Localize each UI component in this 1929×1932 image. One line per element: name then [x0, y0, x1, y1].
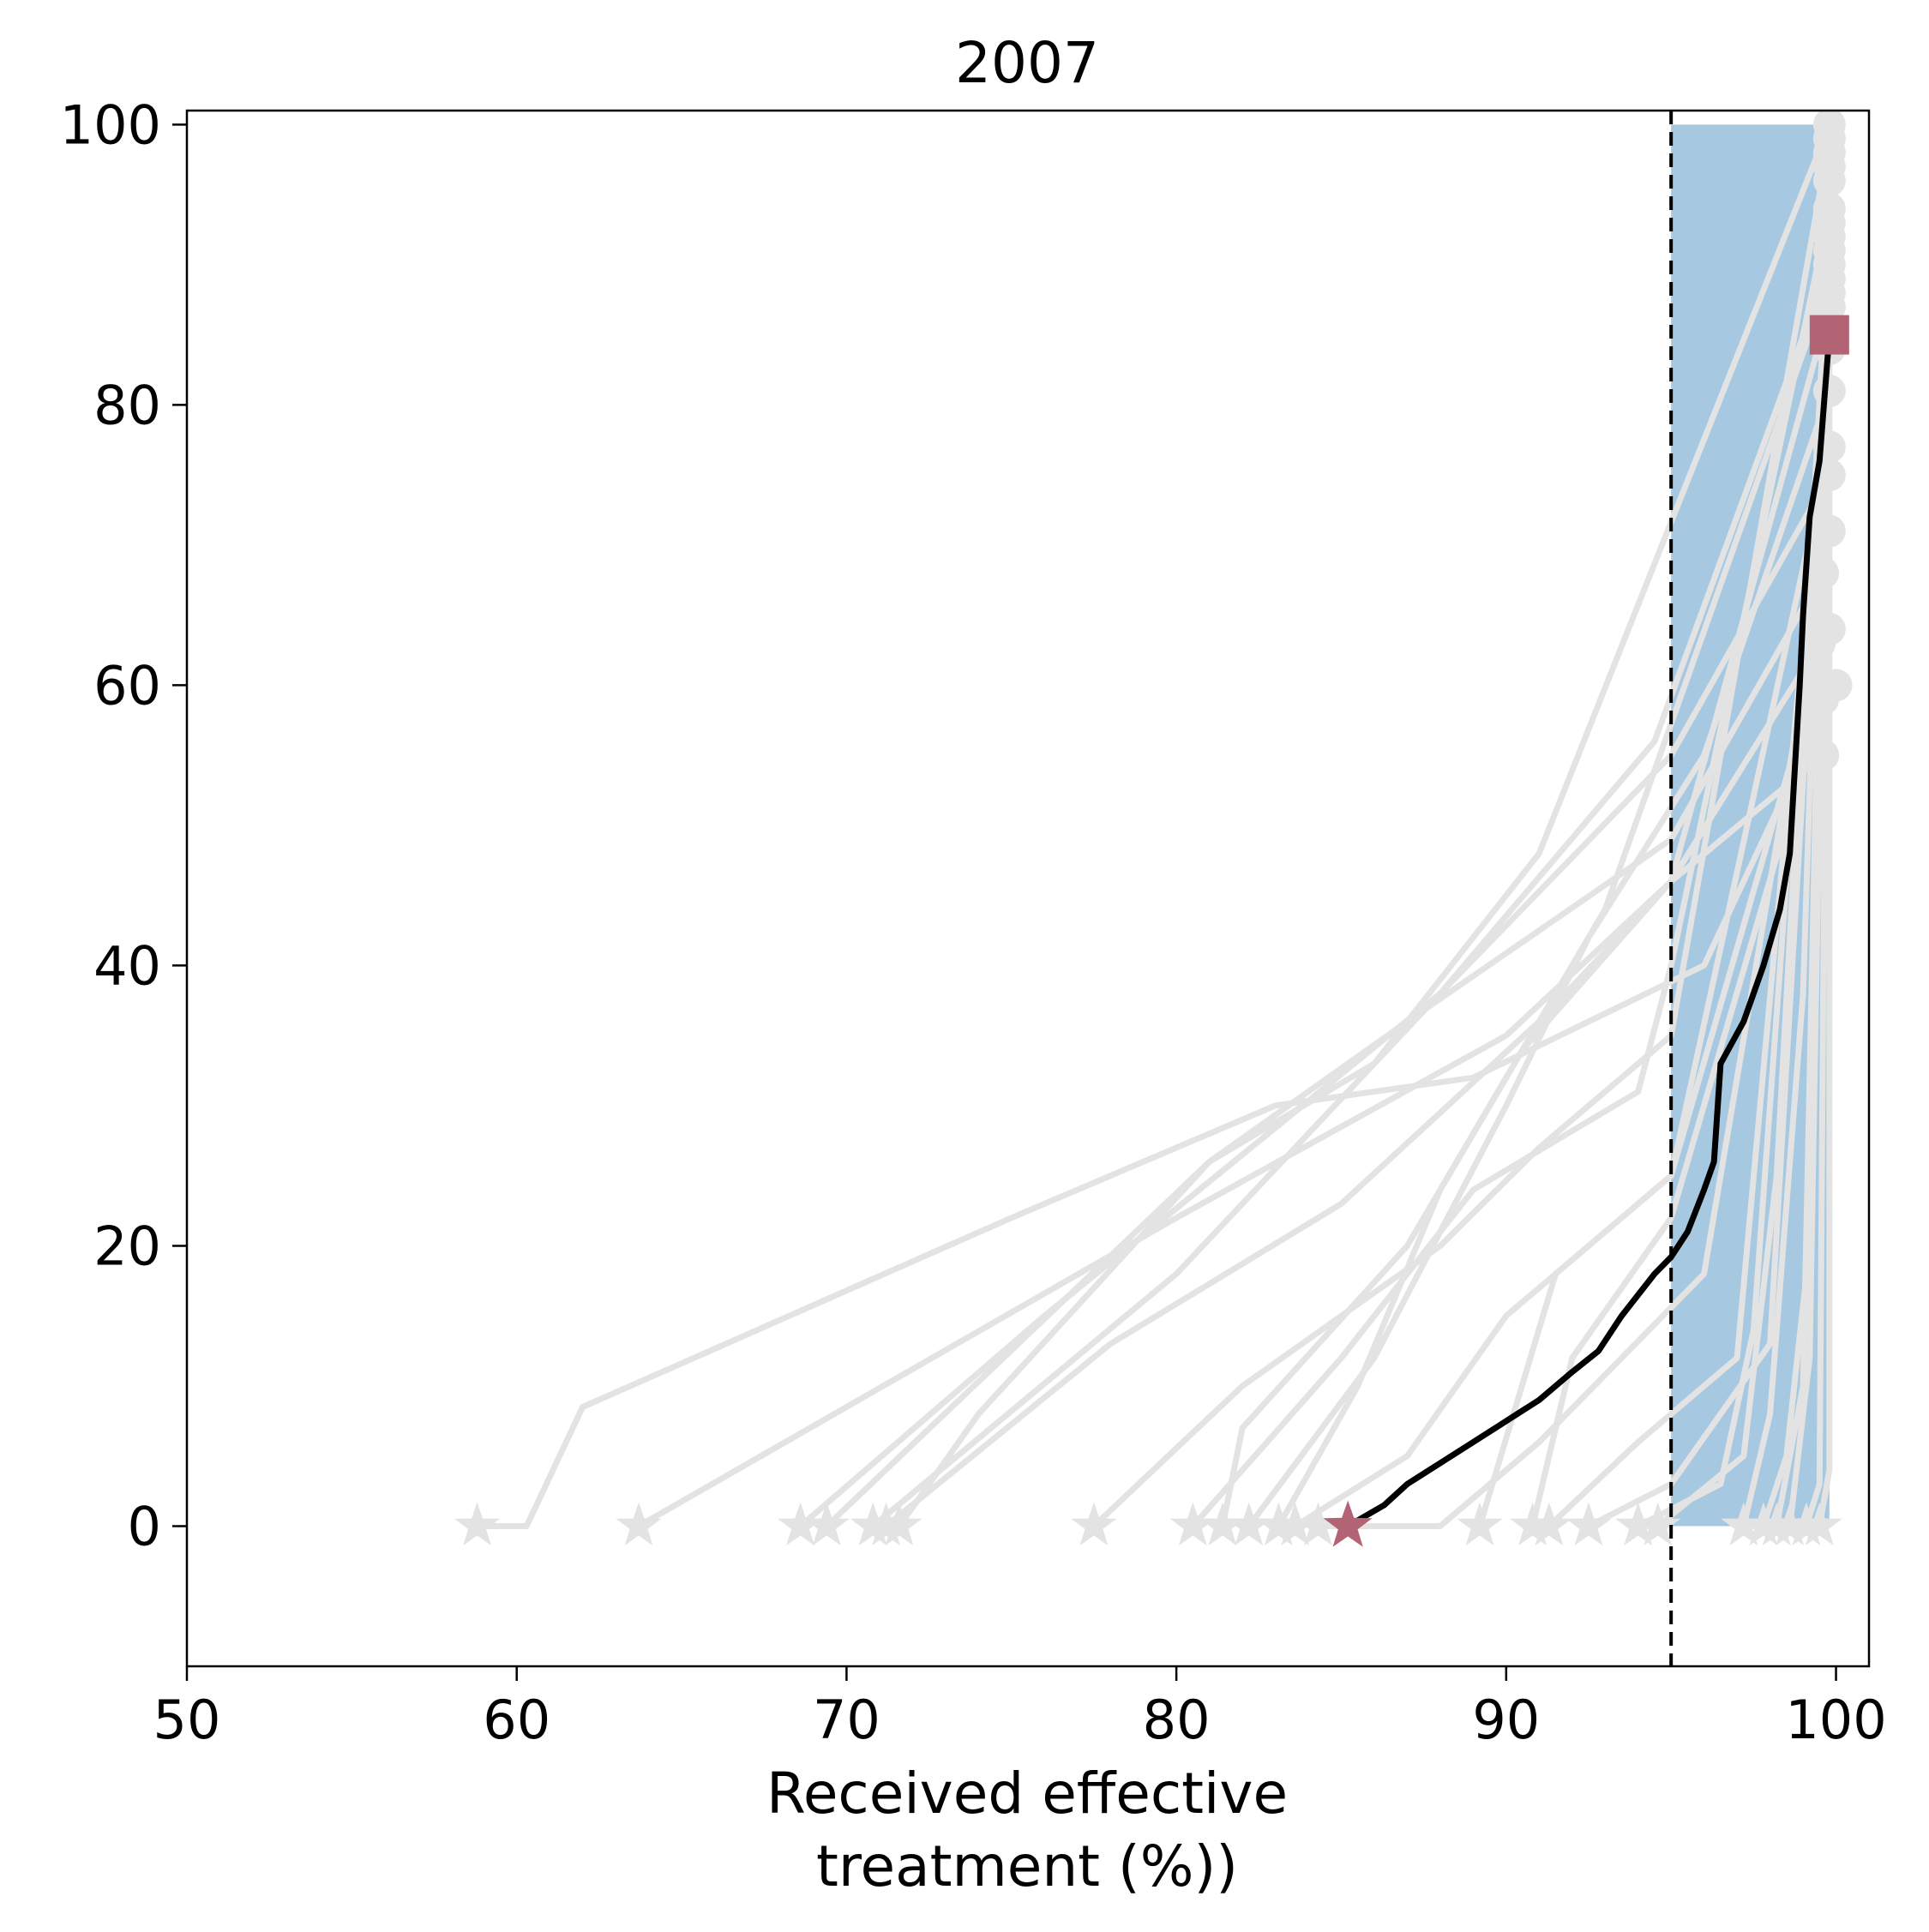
y-tick-label-80: 80 [93, 374, 161, 436]
plot-area [454, 111, 1853, 1666]
background-series-end-dot-1 [1806, 739, 1840, 772]
x-tick-label-70: 70 [813, 1689, 880, 1751]
background-series-start-star-7 [1071, 1502, 1117, 1546]
background-series-line-11 [1275, 303, 1833, 1529]
background-series-end-dot-23 [1812, 220, 1846, 254]
background-series-line-12 [1292, 626, 1833, 1529]
background-series-start-star-1 [616, 1502, 662, 1546]
background-series-start-star-0 [454, 1502, 501, 1546]
background-series-start-star-12 [1272, 1502, 1319, 1546]
background-series-end-dot-13 [1812, 514, 1846, 548]
highlight-start-star-marker [1323, 1500, 1373, 1547]
background-series-line-13 [1315, 528, 1833, 1529]
y-tick-label-20: 20 [93, 1215, 161, 1277]
background-series-line-15 [1529, 696, 1826, 1529]
y-tick-label-100: 100 [60, 93, 161, 156]
background-series-line-16 [1546, 345, 1833, 1529]
background-series-line-6 [896, 121, 1833, 1529]
background-series-start-star-11 [1255, 1502, 1301, 1546]
background-series-line-14 [1476, 443, 1833, 1529]
x-axis-label-line-1: Received effective [766, 1761, 1288, 1827]
background-series-start-star-14 [1457, 1502, 1503, 1546]
background-series-end-dot-25 [1812, 122, 1846, 155]
plot-frame [185, 109, 1871, 1668]
background-series-line-7 [1091, 135, 1833, 1529]
background-series-end-dot-10 [1812, 375, 1846, 408]
y-tick-label-60: 60 [93, 654, 161, 717]
background-series-line-0 [474, 681, 1839, 1529]
background-series-line-9 [1219, 275, 1833, 1529]
background-series-line-17 [1585, 332, 1833, 1529]
background-series-start-star-15 [1510, 1502, 1556, 1546]
x-tick-label-50: 50 [153, 1689, 221, 1751]
background-series-start-star-9 [1199, 1502, 1246, 1546]
highlight-end-square-marker [1809, 315, 1849, 355]
background-series-start-star-2 [777, 1502, 824, 1546]
background-series-start-star-20 [1721, 1502, 1767, 1546]
x-tick-label-80: 80 [1143, 1689, 1211, 1751]
background-series-end-dot-24 [1812, 150, 1846, 183]
y-tick-label-0: 0 [128, 1495, 161, 1557]
background-series-line-8 [1189, 206, 1833, 1529]
background-series-line-24 [1803, 163, 1833, 1529]
x-tick-label-100: 100 [1785, 1689, 1886, 1751]
background-series-line-23 [1787, 233, 1833, 1529]
background-series-start-star-23 [1767, 1502, 1813, 1546]
chart-title: 2007 [955, 30, 1099, 96]
background-series-start-star-17 [1565, 1502, 1612, 1546]
y-tick-label-40: 40 [93, 934, 161, 997]
background-series-line-19 [1655, 219, 1833, 1529]
background-series-start-star-16 [1526, 1502, 1572, 1546]
axis-ticks: 50 60 70 80 90 100 0 20 40 60 80 100 [60, 93, 1887, 1751]
highlight-series-line [1344, 332, 1833, 1529]
background-series-start-star-3 [803, 1502, 850, 1546]
background-series-start-star-6 [876, 1502, 922, 1546]
background-series-start-star-25 [1796, 1502, 1842, 1546]
background-series-end-dot-3 [1806, 556, 1840, 590]
x-tick-label-90: 90 [1472, 1689, 1540, 1751]
x-tick-label-60: 60 [483, 1689, 550, 1751]
background-series-line-1 [635, 752, 1826, 1529]
background-series-end-dot-15 [1806, 682, 1840, 716]
x-axis-label-line-2: treatment (%)) [816, 1833, 1238, 1899]
background-series-start-star-13 [1295, 1502, 1342, 1546]
background-series-line-4 [869, 261, 1833, 1529]
background-series-start-star-19 [1635, 1502, 1681, 1546]
background-series-start-star-8 [1169, 1502, 1216, 1546]
background-series-end-dot-18 [1812, 276, 1846, 309]
background-series-start-star-10 [1226, 1502, 1272, 1546]
background-series-end-dot-12 [1812, 613, 1846, 645]
background-series-start-star-18 [1615, 1502, 1662, 1546]
